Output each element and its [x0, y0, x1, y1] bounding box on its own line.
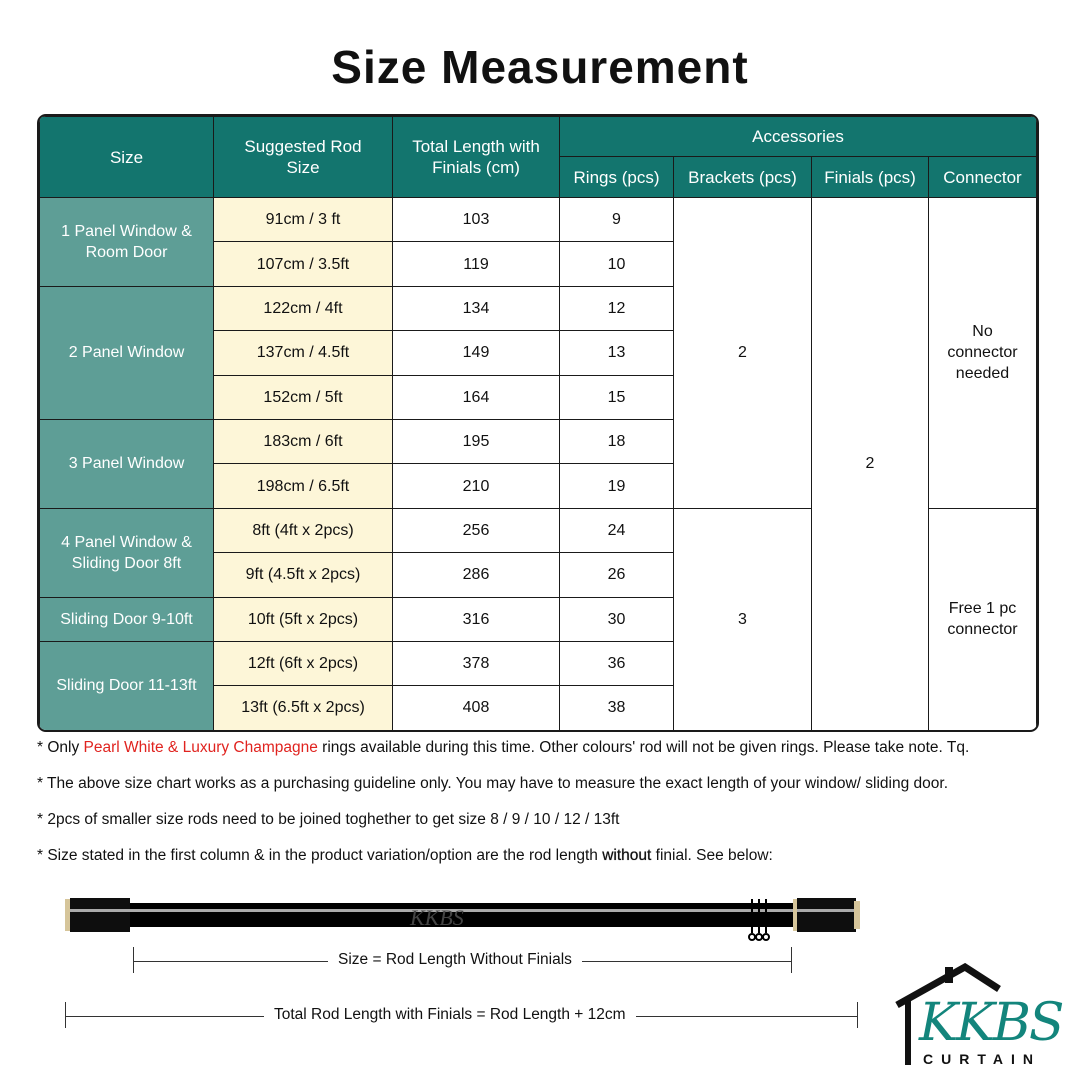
- header-finials: Finials (pcs): [811, 156, 929, 198]
- table-row: 3 Panel Window 183cm / 6ft 195 18: [39, 418, 1037, 509]
- watermark: KKBS: [409, 905, 464, 930]
- rod-size-cell: 122cm / 4ft: [213, 285, 393, 332]
- page-title: Size Measurement: [331, 41, 749, 93]
- rings-cell: 13: [559, 330, 674, 376]
- header-connector: Connector: [928, 156, 1037, 198]
- rings-cell: 18: [559, 418, 674, 465]
- note-joined: * 2pcs of smaller size rods need to be j…: [37, 811, 620, 828]
- table-row: 2 Panel Window 122cm / 4ft 134 12: [39, 285, 1037, 420]
- size-table: Size Suggested Rod Size Total Length wit…: [37, 114, 1039, 732]
- header-size: Size: [39, 116, 214, 198]
- total-length-cell: 149: [392, 330, 560, 376]
- total-length-cell: 286: [392, 552, 560, 598]
- table-row: Sliding Door 11-13ft 12ft (6ft x 2pcs) 378…: [39, 640, 1037, 730]
- note-bold: without: [602, 847, 652, 864]
- total-length-cell: 210: [392, 463, 560, 509]
- total-length-cell: 316: [392, 596, 560, 642]
- header-accessories: Accessories: [559, 116, 1037, 157]
- connector-cell: No connector needed: [928, 197, 1037, 509]
- table-row: 198cm / 6.5ft 210 19: [40, 463, 1037, 509]
- rings-cell: 10: [559, 241, 674, 287]
- header-rod: Suggested Rod Size: [213, 116, 393, 198]
- curtain-rod-illustration: KKBS: [65, 898, 860, 941]
- brackets-cell: 3: [673, 507, 812, 730]
- total-length-cell: 134: [392, 285, 560, 332]
- header-brackets: Brackets (pcs): [673, 156, 812, 198]
- total-length-cell: 408: [392, 685, 560, 730]
- note-text: * Only: [37, 739, 84, 756]
- house-icon: [895, 963, 1001, 1065]
- table-row: 137cm / 4.5ft 149 13: [40, 330, 1037, 376]
- table-row: 107cm / 3.5ft 119 10: [40, 241, 1037, 287]
- size-cell: 1 Panel Window & Room Door: [39, 197, 214, 287]
- size-cell: 4 Panel Window & Sliding Door 8ft: [39, 507, 214, 598]
- rod-size-cell: 13ft (6.5ft x 2pcs): [213, 685, 393, 730]
- table-row: 1 Panel Window & Room Door 91cm / 3 ft 103…: [39, 196, 1037, 730]
- size-cell: Sliding Door 9-10ft: [39, 596, 214, 642]
- rod-size-cell: 10ft (5ft x 2pcs): [213, 596, 393, 642]
- rod-size-cell: 183cm / 6ft: [213, 418, 393, 465]
- rod-size-cell: 152cm / 5ft: [213, 374, 393, 420]
- note-text: rings available during this time. Other …: [317, 739, 970, 756]
- rings-cell: 19: [559, 463, 674, 509]
- size-cell: Sliding Door 11-13ft: [39, 640, 214, 730]
- rod-size-cell: 198cm / 6.5ft: [213, 463, 393, 509]
- total-length-cell: 195: [392, 418, 560, 465]
- table-row: 9ft (4.5ft x 2pcs) 286 26: [40, 552, 1037, 598]
- total-dimension-label: Total Rod Length with Finials = Rod Leng…: [264, 1006, 636, 1024]
- kkbs-logo: KKBS CURTAIN: [893, 963, 1073, 1073]
- total-length-cell: 256: [392, 507, 560, 554]
- rings-cell: 36: [559, 640, 674, 687]
- rod-size-cell: 107cm / 3.5ft: [213, 241, 393, 287]
- note-guideline: * The above size chart works as a purcha…: [37, 775, 949, 792]
- total-length-cell: 378: [392, 640, 560, 687]
- table-row: Sliding Door 9-10ft 10ft (5ft x 2pcs) 316 3…: [39, 596, 1037, 642]
- logo-name: KKBS: [919, 993, 1065, 1053]
- note-rings: * Only Pearl White & Luxury Champagne ri…: [37, 739, 969, 757]
- rod-size-cell: 12ft (6ft x 2pcs): [213, 640, 393, 687]
- dimension-tick: [65, 1002, 66, 1028]
- table-row: 152cm / 5ft 164 15: [40, 374, 1037, 420]
- note-highlight: Pearl White & Luxury Champagne: [83, 739, 318, 756]
- table-row: 13ft (6.5ft x 2pcs) 408 38: [40, 685, 1037, 730]
- logo-sub: CURTAIN: [923, 1051, 1041, 1067]
- rings-cell: 9: [559, 196, 674, 243]
- rings-cell: 26: [559, 552, 674, 598]
- rings-cell: 12: [559, 285, 674, 332]
- rings-cell: 24: [559, 507, 674, 554]
- table-row: 4 Panel Window & Sliding Door 8ft 8ft (4f…: [39, 507, 1037, 730]
- dimension-tick: [791, 947, 792, 973]
- header-rings: Rings (pcs): [559, 156, 674, 198]
- total-length-cell: 119: [392, 241, 560, 287]
- size-cell: 2 Panel Window: [39, 285, 214, 420]
- rings-cell: 38: [559, 685, 674, 730]
- rod-size-cell: 8ft (4ft x 2pcs): [213, 507, 393, 554]
- rod-size-cell: 137cm / 4.5ft: [213, 330, 393, 376]
- note-without-finial: * Size stated in the first column & in t…: [37, 847, 773, 865]
- dimension-tick: [133, 947, 134, 973]
- size-dimension-label: Size = Rod Length Without Finials: [328, 951, 582, 969]
- total-length-cell: 164: [392, 374, 560, 420]
- rod-size-cell: 9ft (4.5ft x 2pcs): [213, 552, 393, 598]
- size-cell: 3 Panel Window: [39, 418, 214, 509]
- header-total: Total Length with Finials (cm): [392, 116, 560, 198]
- dimension-tick: [857, 1002, 858, 1028]
- connector-cell: Free 1 pc connector: [928, 507, 1037, 730]
- rings-cell: 30: [559, 596, 674, 642]
- total-length-cell: 103: [392, 196, 560, 243]
- note-text: * Size stated in the first column & in t…: [37, 847, 603, 864]
- finials-cell: 2: [811, 197, 929, 730]
- brackets-cell: 2: [673, 197, 812, 509]
- note-text: finial. See below:: [651, 847, 773, 864]
- rod-size-cell: 91cm / 3 ft: [213, 196, 393, 243]
- rings-cell: 15: [559, 374, 674, 420]
